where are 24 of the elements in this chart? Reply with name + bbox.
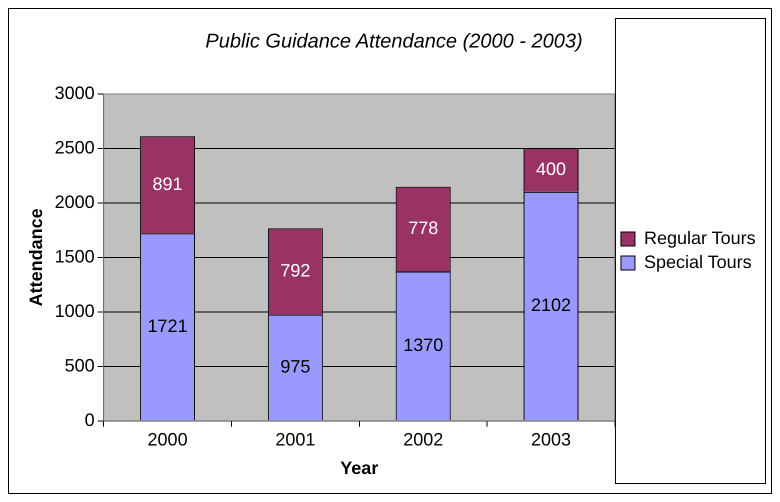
data-label: 975 (280, 356, 310, 376)
y-tick-label: 1500 (54, 246, 95, 266)
x-tick-label: 2002 (403, 430, 444, 450)
legend-label: Special Tours (644, 252, 752, 272)
y-tick-label: 2500 (54, 137, 95, 158)
x-axis-title: Year (340, 458, 378, 478)
y-tick-label: 500 (64, 355, 95, 376)
data-label: 1721 (148, 316, 188, 336)
x-tick-label: 2003 (531, 430, 572, 450)
y-tick-label: 3000 (54, 82, 95, 103)
chart-title: Public Guidance Attendance (2000 - 2003) (205, 30, 583, 53)
y-axis-title: Attendance (26, 208, 46, 306)
data-label: 400 (536, 159, 566, 180)
data-label: 2102 (531, 295, 572, 316)
data-label: 778 (408, 218, 438, 238)
y-tick-label: 0 (84, 410, 95, 430)
x-tick-label: 2001 (275, 430, 316, 450)
legend-label: Regular Tours (644, 228, 756, 248)
data-label: 891 (152, 174, 183, 194)
data-label: 1370 (403, 334, 444, 355)
y-tick-label: 1000 (54, 300, 95, 321)
y-tick-label: 2000 (54, 192, 95, 212)
x-tick-label: 2000 (148, 430, 188, 450)
data-label: 792 (280, 260, 310, 280)
